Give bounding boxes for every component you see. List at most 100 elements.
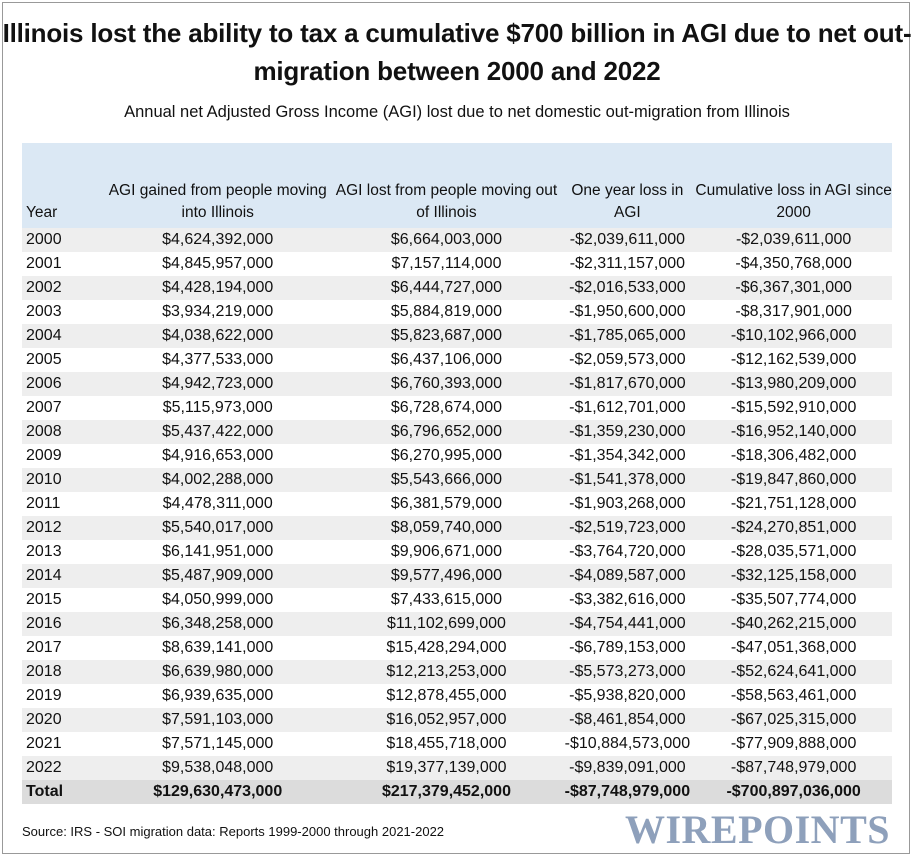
value-cell: $9,538,048,000 (102, 756, 334, 780)
value-cell: -$1,785,065,000 (559, 324, 696, 348)
value-cell: -$2,311,157,000 (569, 255, 686, 272)
year-cell: 2018 (22, 660, 102, 684)
year-cell: 2009 (26, 447, 62, 464)
value-cell: $5,543,666,000 (333, 468, 560, 492)
value-cell: -$13,980,209,000 (695, 372, 892, 396)
value-cell: -$10,102,966,000 (695, 324, 892, 348)
table-row: 2003 $3,934,219,000 $5,884,819,000 -$1,950,… (22, 300, 892, 324)
table-row: 2018 $6,639,980,000 $12,213,253,000 -$5,573… (22, 660, 892, 684)
value-cell: $4,050,999,000 (162, 591, 274, 608)
year-cell: 2005 (26, 351, 62, 368)
year-cell: 2001 (26, 255, 62, 272)
table-row: 2001 $4,845,957,000 $7,157,114,000 -$2,311,… (22, 252, 892, 276)
table-row: 2017 $8,639,141,000 $15,428,294,000 -$6,789… (22, 636, 892, 660)
value-cell: $4,942,723,000 (102, 372, 334, 396)
value-cell: -$1,541,378,000 (559, 468, 696, 492)
year-cell: 2022 (22, 756, 102, 780)
value-cell: -$87,748,979,000 (695, 756, 892, 780)
table-row: 2016 $6,348,258,000 $11,102,699,000 -$4,754… (22, 612, 892, 636)
value-cell: $6,639,980,000 (102, 660, 334, 684)
value-cell: $7,433,615,000 (390, 591, 503, 608)
value-cell: $4,624,392,000 (102, 228, 334, 252)
table-row: 2002 $4,428,194,000 $6,444,727,000 -$2,016,… (22, 276, 892, 300)
value-cell: $4,916,653,000 (162, 447, 274, 464)
value-cell: -$58,563,461,000 (730, 687, 857, 704)
table-row: 2008 $5,437,422,000 $6,796,652,000 -$1,359,… (22, 420, 892, 444)
value-cell: $8,059,740,000 (333, 516, 560, 540)
header-row: Year AGI gained from people moving into I… (22, 143, 892, 228)
year-cell: 2013 (26, 543, 62, 560)
value-cell: -$40,262,215,000 (695, 612, 892, 636)
value-cell: $7,571,145,000 (162, 735, 274, 752)
value-cell: -$28,035,571,000 (730, 543, 857, 560)
value-cell: $7,591,103,000 (102, 708, 334, 732)
value-cell: $7,157,114,000 (391, 255, 502, 272)
value-cell: $5,115,973,000 (162, 399, 273, 416)
logo: WIREPOINTS (624, 807, 890, 852)
value-cell: $6,760,393,000 (333, 372, 560, 396)
value-cell: $11,102,699,000 (333, 612, 560, 636)
year-cell: 2016 (22, 612, 102, 636)
year-cell: 2003 (26, 303, 62, 320)
value-cell: -$32,125,158,000 (695, 564, 892, 588)
value-cell: $6,381,579,000 (390, 495, 503, 512)
value-cell: $8,639,141,000 (162, 639, 274, 656)
table-row: 2014 $5,487,909,000 $9,577,496,000 -$4,089,… (22, 564, 892, 588)
value-cell: -$19,847,860,000 (695, 468, 892, 492)
value-cell: -$8,317,901,000 (735, 303, 852, 320)
value-cell: $4,002,288,000 (102, 468, 334, 492)
value-cell: $4,845,957,000 (162, 255, 274, 272)
value-cell: $4,478,311,000 (162, 495, 273, 512)
year-cell: 2014 (22, 564, 102, 588)
year-cell: 2020 (22, 708, 102, 732)
year-cell: 2010 (22, 468, 102, 492)
total-cell: -$87,748,979,000 (559, 780, 696, 804)
value-cell: $6,664,003,000 (333, 228, 560, 252)
column-header: One year loss in AGI (559, 143, 696, 228)
value-cell: $5,540,017,000 (102, 516, 334, 540)
value-cell: -$9,839,091,000 (559, 756, 696, 780)
value-cell: -$2,039,611,000 (695, 228, 892, 252)
year-cell: 2019 (26, 687, 62, 704)
table-row: 2011 $4,478,311,000 $6,381,579,000 -$1,903,… (22, 492, 892, 516)
table-row: 2005 $4,377,533,000 $6,437,106,000 -$2,059,… (22, 348, 892, 372)
value-cell: $18,455,718,000 (386, 735, 507, 752)
value-cell: $5,437,422,000 (102, 420, 334, 444)
table-row: 2013 $6,141,951,000 $9,906,671,000 -$3,764,… (22, 540, 892, 564)
value-cell: -$1,903,268,000 (569, 495, 686, 512)
value-cell: $9,577,496,000 (333, 564, 560, 588)
value-cell: $5,487,909,000 (102, 564, 334, 588)
value-cell: -$77,909,888,000 (730, 735, 857, 752)
value-cell: $6,728,674,000 (390, 399, 503, 416)
value-cell: -$18,306,482,000 (730, 447, 857, 464)
value-cell: $5,823,687,000 (333, 324, 560, 348)
year-cell: 2000 (22, 228, 102, 252)
value-cell: $3,934,219,000 (162, 303, 274, 320)
year-cell: 2004 (22, 324, 102, 348)
year-cell: 2021 (26, 735, 62, 752)
total-label: Total (22, 780, 102, 804)
total-cell: $217,379,452,000 (333, 780, 560, 804)
value-cell: -$3,764,720,000 (569, 543, 686, 560)
year-cell: 2017 (26, 639, 62, 656)
data-table: Year AGI gained from people moving into I… (22, 143, 892, 804)
year-cell: 2002 (22, 276, 102, 300)
value-cell: -$1,612,701,000 (569, 399, 686, 416)
value-cell: -$4,350,768,000 (735, 255, 852, 272)
table-row: 2004 $4,038,622,000 $5,823,687,000 -$1,785,… (22, 324, 892, 348)
value-cell: -$4,754,441,000 (559, 612, 696, 636)
value-cell: $6,939,635,000 (162, 687, 274, 704)
value-cell: -$4,089,587,000 (559, 564, 696, 588)
value-cell: $6,444,727,000 (333, 276, 560, 300)
value-cell: -$35,507,774,000 (730, 591, 857, 608)
value-cell: $15,428,294,000 (386, 639, 507, 656)
value-cell: $9,906,671,000 (390, 543, 503, 560)
value-cell: -$15,592,910,000 (730, 399, 857, 416)
table-row: 2010 $4,002,288,000 $5,543,666,000 -$1,541,… (22, 468, 892, 492)
value-cell: -$21,751,128,000 (730, 495, 857, 512)
value-cell: -$5,573,273,000 (559, 660, 696, 684)
year-cell: 2006 (22, 372, 102, 396)
table-row: 2020 $7,591,103,000 $16,052,957,000 -$8,461… (22, 708, 892, 732)
value-cell: -$2,039,611,000 (559, 228, 696, 252)
year-cell: 2007 (26, 399, 62, 416)
